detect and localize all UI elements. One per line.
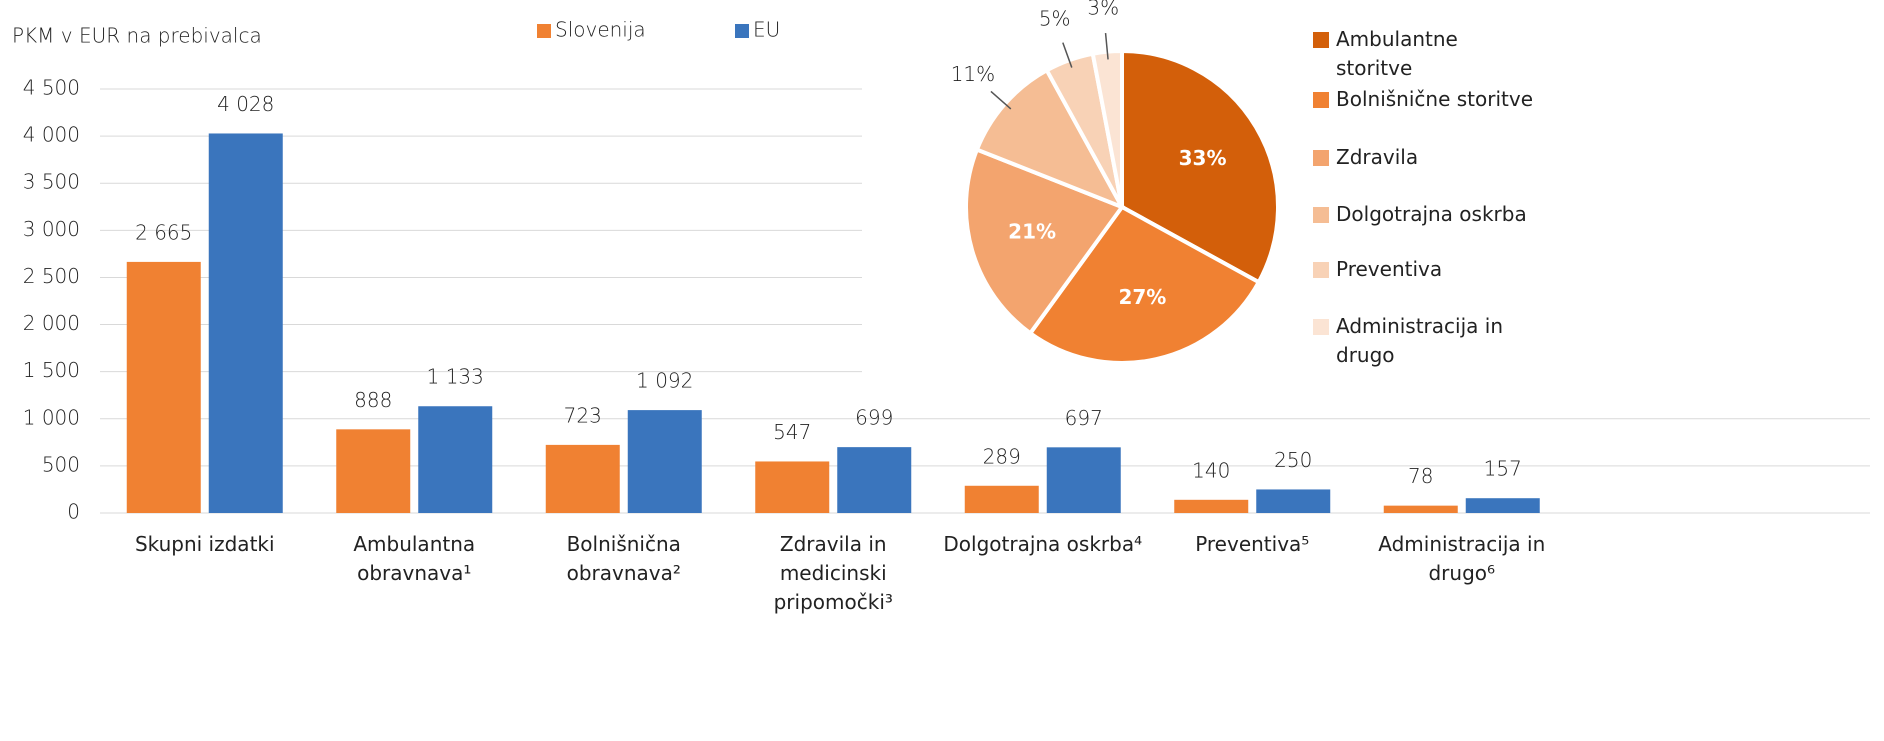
legend-label: Zdravila <box>1336 145 1419 169</box>
bar <box>1383 505 1458 513</box>
x-tick-label: Skupni izdatki <box>134 532 275 556</box>
bar <box>1256 489 1331 513</box>
legend-swatch <box>1313 92 1329 108</box>
value-label: 1 133 <box>427 365 484 389</box>
x-tick-label: Zdravila in medicinski pripomočki³ <box>773 532 893 614</box>
legend-label: Slovenija <box>555 18 646 42</box>
legend-label: EU <box>753 18 780 42</box>
value-label: 2 665 <box>135 220 192 244</box>
legend-swatch <box>1313 32 1329 48</box>
value-label: 1 092 <box>636 369 693 393</box>
y-tick-label: 500 <box>42 452 80 476</box>
value-label: 78 <box>1408 464 1433 488</box>
pie-slice <box>1120 48 1280 285</box>
value-label: 699 <box>855 406 893 430</box>
legend-label: Ambulantne storitve <box>1336 27 1458 80</box>
slice-label: 27% <box>1118 285 1166 309</box>
y-tick-label: 3 500 <box>23 170 80 194</box>
leader-line <box>1104 32 1109 60</box>
slice-label: 5% <box>1039 7 1071 31</box>
value-label: 140 <box>1192 458 1230 482</box>
bar <box>545 444 620 513</box>
legend-swatch <box>1313 319 1329 335</box>
slice-label: 21% <box>1008 220 1056 244</box>
legend-swatch <box>1313 207 1329 223</box>
legend-label: Administracija in drugo <box>1336 314 1503 367</box>
value-label: 289 <box>983 444 1021 468</box>
bar <box>418 406 493 513</box>
y-axis-title: PKM v EUR na prebivalca <box>12 24 262 48</box>
x-tick-label: Ambulantna obravnava¹ <box>353 532 476 585</box>
y-tick-label: 1 000 <box>23 405 80 429</box>
value-label: 723 <box>564 403 602 427</box>
value-label: 4 028 <box>217 92 274 116</box>
y-tick-label: 2 000 <box>23 311 80 335</box>
legend-swatch <box>735 24 749 38</box>
value-label: 547 <box>773 420 811 444</box>
leader-line <box>1062 42 1073 68</box>
bar <box>208 133 283 513</box>
value-label: 157 <box>1484 457 1522 481</box>
pie-slice <box>1027 204 1262 365</box>
bar <box>336 429 411 513</box>
bar <box>837 447 912 513</box>
x-tick-label: Bolnišnična obravnava² <box>566 532 681 585</box>
y-tick-label: 2 500 <box>23 264 80 288</box>
bar <box>1174 499 1249 513</box>
slice-label: 33% <box>1179 146 1227 170</box>
legend-label: Preventiva <box>1336 257 1443 281</box>
legend-label: Dolgotrajna oskrba <box>1336 202 1527 226</box>
legend-swatch <box>1313 150 1329 166</box>
leader-line <box>990 90 1012 110</box>
legend-swatch <box>537 24 551 38</box>
bar <box>755 461 830 513</box>
y-tick-label: 0 <box>67 500 80 524</box>
x-tick-label: Administracija in drugo⁶ <box>1378 532 1546 585</box>
bar <box>964 485 1039 513</box>
y-tick-label: 4 500 <box>23 76 80 100</box>
slice-label: 3% <box>1087 0 1119 20</box>
y-tick-label: 3 000 <box>23 217 80 241</box>
x-tick-label: Dolgotrajna oskrba⁴ <box>943 532 1143 556</box>
legend-swatch <box>1313 262 1329 278</box>
y-tick-label: 1 500 <box>23 358 80 382</box>
value-label: 888 <box>354 388 392 412</box>
bar <box>627 410 702 513</box>
bar <box>1046 447 1121 513</box>
pie-slice <box>964 146 1126 337</box>
legend-label: Bolnišnične storitve <box>1336 87 1533 111</box>
bar <box>126 261 201 513</box>
slice-label: 11% <box>951 62 995 86</box>
y-tick-label: 4 000 <box>23 123 80 147</box>
value-label: 697 <box>1065 406 1103 430</box>
value-label: 250 <box>1274 448 1312 472</box>
x-tick-label: Preventiva⁵ <box>1195 532 1310 556</box>
bar <box>1465 498 1540 513</box>
